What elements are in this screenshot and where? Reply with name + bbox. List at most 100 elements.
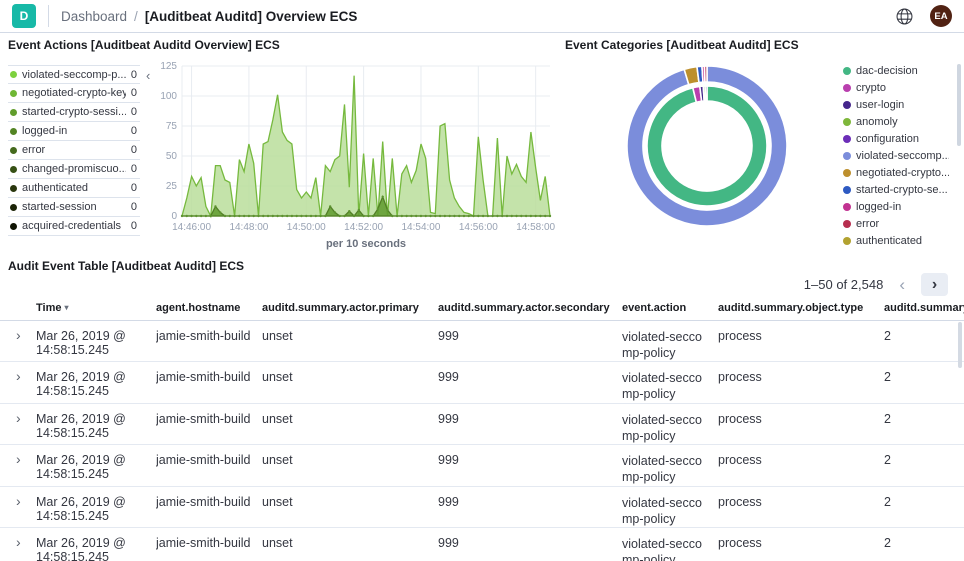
row-expand-chevron-icon[interactable]: › bbox=[0, 444, 36, 487]
legend-item[interactable]: violated-seccomp... bbox=[843, 147, 949, 164]
legend-item[interactable]: started-session 0 bbox=[8, 198, 140, 217]
actor-secondary-cell: 999 bbox=[438, 444, 622, 487]
legend-item[interactable]: authenticated bbox=[843, 232, 949, 249]
legend-collapse-icon[interactable]: ‹ bbox=[146, 68, 151, 83]
donut-slice[interactable] bbox=[646, 85, 768, 207]
event-actions-area-chart: 0 25 50 75 100 125 14:46:00 14:48:00 14:50:00 14:… bbox=[154, 58, 560, 261]
legend-item[interactable]: anomoly bbox=[843, 113, 949, 130]
event-action-cell: violated-seccomp-policy bbox=[622, 361, 718, 404]
column-header[interactable]: auditd.summary bbox=[884, 297, 964, 321]
legend-item-label: configuration bbox=[856, 132, 919, 145]
next-page-button[interactable]: › bbox=[921, 273, 948, 296]
legend-color-dot bbox=[843, 100, 851, 109]
legend-item[interactable]: started-crypto-sessi... 0 bbox=[8, 103, 140, 122]
actor-secondary-cell: 999 bbox=[438, 361, 622, 404]
object-type-cell: process bbox=[718, 320, 884, 362]
dashboard-app-icon[interactable]: D bbox=[12, 4, 36, 28]
actor-primary-cell: unset bbox=[262, 444, 438, 487]
event-action-cell: violated-seccomp-policy bbox=[622, 486, 718, 528]
legend-color-dot bbox=[10, 146, 17, 154]
legend-item[interactable]: negotiated-crypto... bbox=[843, 164, 949, 181]
breadcrumb-separator: / bbox=[134, 8, 138, 24]
legend-item[interactable]: user-login bbox=[843, 96, 949, 113]
column-header[interactable]: auditd.summary.object.type bbox=[718, 297, 884, 321]
time-cell: Mar 26, 2019 @ 14:58:15.245 bbox=[36, 403, 156, 445]
object-type-cell: process bbox=[718, 486, 884, 528]
legend-item-label: negotiated-crypto-key bbox=[22, 87, 126, 99]
legend-color-dot bbox=[843, 202, 851, 211]
legend-item-value: 0 bbox=[130, 182, 137, 194]
svg-text:25: 25 bbox=[166, 181, 178, 192]
legend-item-label: started-crypto-sessi... bbox=[22, 106, 126, 118]
object-type-cell: process bbox=[718, 527, 884, 561]
time-cell: Mar 26, 2019 @ 14:58:15.245 bbox=[36, 444, 156, 487]
legend-item[interactable]: configuration bbox=[843, 130, 949, 147]
area-chart-svg: 0 25 50 75 100 125 14:46:00 14:48:00 14:50:00 14:… bbox=[160, 61, 555, 250]
row-expand-chevron-icon[interactable]: › bbox=[0, 361, 36, 404]
legend-color-dot bbox=[843, 236, 851, 245]
page-title: [Auditbeat Auditd] Overview ECS bbox=[144, 8, 358, 24]
legend-item[interactable]: error bbox=[843, 215, 949, 232]
svg-text:14:48:00: 14:48:00 bbox=[229, 222, 268, 233]
column-header[interactable]: auditd.summary.actor.primary bbox=[262, 297, 438, 321]
table-scrollbar-thumb[interactable] bbox=[958, 322, 962, 368]
summary-cell: 2 bbox=[884, 527, 964, 561]
svg-text:14:46:00: 14:46:00 bbox=[172, 222, 211, 233]
svg-text:50: 50 bbox=[166, 151, 178, 162]
audit-table-title: Audit Event Table [Auditbeat Auditd] ECS bbox=[8, 259, 244, 273]
actor-secondary-cell: 999 bbox=[438, 403, 622, 445]
pagination-range-label: 1–50 of 2,548 bbox=[803, 277, 884, 292]
legend-item[interactable]: started-crypto-se... bbox=[843, 181, 949, 198]
user-avatar[interactable]: EA bbox=[930, 5, 952, 27]
legend-scrollbar-thumb[interactable] bbox=[957, 64, 961, 146]
legend-item-label: violated-seccomp... bbox=[856, 149, 949, 162]
legend-item[interactable]: authenticated 0 bbox=[8, 179, 140, 198]
legend-item[interactable]: crypto bbox=[843, 79, 949, 96]
summary-cell: 2 bbox=[884, 361, 964, 404]
svg-text:0: 0 bbox=[171, 211, 177, 222]
hostname-cell: jamie-smith-build bbox=[156, 320, 262, 362]
svg-text:75: 75 bbox=[166, 121, 178, 132]
legend-item[interactable]: changed-promiscuo... 0 bbox=[8, 160, 140, 179]
legend-item[interactable]: logged-in bbox=[843, 198, 949, 215]
legend-color-dot bbox=[843, 185, 851, 194]
legend-color-dot bbox=[843, 219, 851, 228]
app-header: D Dashboard / [Auditbeat Auditd] Overvie… bbox=[0, 0, 964, 33]
hostname-cell: jamie-smith-build bbox=[156, 486, 262, 528]
sort-caret-icon: ▾ bbox=[64, 303, 69, 313]
svg-text:14:50:00: 14:50:00 bbox=[287, 222, 326, 233]
column-header[interactable]: Time ▾ bbox=[36, 297, 156, 321]
row-expand-chevron-icon[interactable]: › bbox=[0, 486, 36, 528]
column-header[interactable]: event.action bbox=[622, 297, 718, 321]
legend-item[interactable]: negotiated-crypto-key 0 bbox=[8, 84, 140, 103]
legend-item[interactable]: error 0 bbox=[8, 141, 140, 160]
svg-text:14:58:00: 14:58:00 bbox=[516, 222, 555, 233]
legend-item-value: 0 bbox=[130, 144, 137, 156]
donut-slice[interactable] bbox=[704, 85, 708, 102]
legend-item[interactable]: acquired-credentials 0 bbox=[8, 217, 140, 236]
donut-slice[interactable] bbox=[703, 65, 708, 83]
row-expand-chevron-icon[interactable]: › bbox=[0, 527, 36, 561]
legend-item[interactable]: violated-seccomp-p... 0 bbox=[8, 65, 140, 84]
svg-text:14:54:00: 14:54:00 bbox=[401, 222, 440, 233]
globe-icon[interactable] bbox=[896, 7, 914, 25]
audit-table-panel: Audit Event Table [Auditbeat Auditd] ECS… bbox=[0, 253, 964, 561]
time-cell: Mar 26, 2019 @ 14:58:15.245 bbox=[36, 486, 156, 528]
row-expand-chevron-icon[interactable]: › bbox=[0, 403, 36, 445]
legend-item[interactable]: dac-decision bbox=[843, 62, 949, 79]
legend-item-value: 0 bbox=[130, 163, 137, 175]
legend-item-label: changed-promiscuo... bbox=[22, 163, 126, 175]
legend-item-label: error bbox=[22, 144, 46, 156]
donut-slice[interactable] bbox=[626, 65, 788, 227]
previous-page-icon[interactable]: ‹ bbox=[899, 274, 905, 294]
column-header[interactable]: agent.hostname bbox=[156, 297, 262, 321]
row-expand-chevron-icon[interactable]: › bbox=[0, 320, 36, 362]
column-header[interactable]: auditd.summary.actor.secondary bbox=[438, 297, 622, 321]
time-cell: Mar 26, 2019 @ 14:58:15.245 bbox=[36, 527, 156, 561]
legend-item-value: 0 bbox=[130, 87, 137, 99]
legend-item-label: started-session bbox=[22, 201, 97, 213]
expand-column-header bbox=[0, 297, 36, 321]
legend-item[interactable]: logged-in 0 bbox=[8, 122, 140, 141]
breadcrumb-dashboard-link[interactable]: Dashboard bbox=[61, 8, 128, 24]
legend-color-dot bbox=[10, 184, 17, 192]
